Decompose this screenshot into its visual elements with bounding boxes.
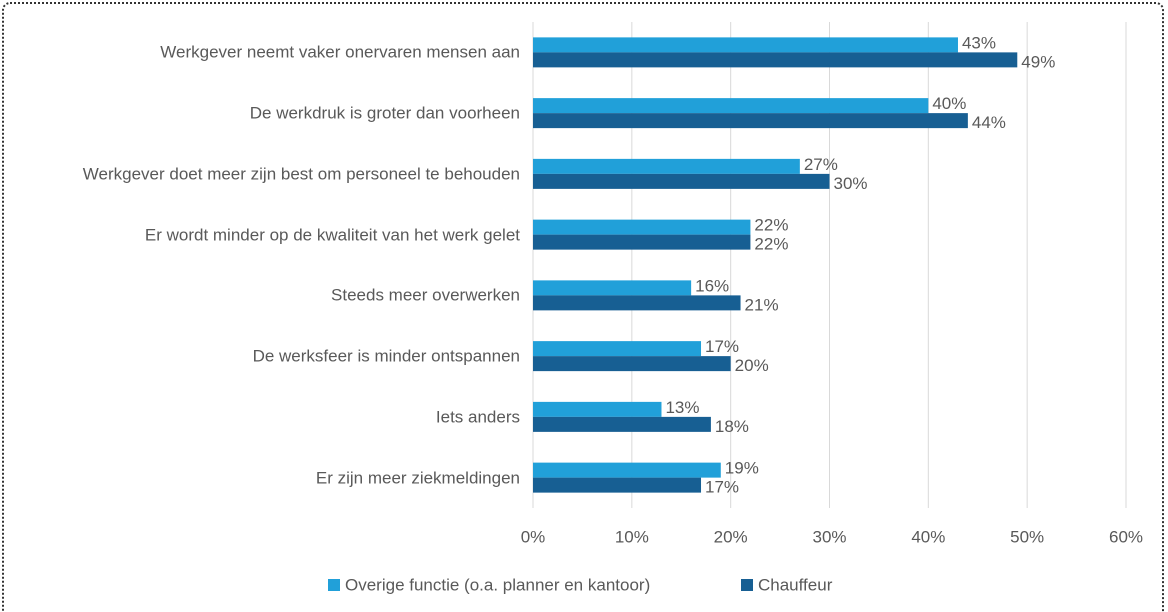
category-label: Er zijn meer ziekmeldingen xyxy=(315,468,520,488)
bar xyxy=(533,158,800,174)
legend-label: Chauffeur xyxy=(758,575,833,594)
category-label: Steeds meer overwerken xyxy=(331,285,520,305)
legend-label: Overige functie (o.a. planner en kantoor… xyxy=(345,575,650,594)
value-label: 18% xyxy=(715,417,749,436)
bar xyxy=(533,477,702,493)
category-label: Er wordt minder op de kwaliteit van het … xyxy=(144,225,520,245)
bar xyxy=(533,234,751,250)
bar xyxy=(533,416,711,432)
bar xyxy=(533,341,702,357)
bar xyxy=(533,98,929,114)
value-label: 49% xyxy=(1021,52,1055,71)
bar xyxy=(533,219,751,235)
value-label: 17% xyxy=(705,478,739,497)
value-label: 27% xyxy=(804,155,838,174)
x-tick-label: 20% xyxy=(714,527,748,546)
value-label: 17% xyxy=(705,337,739,356)
bar xyxy=(533,173,830,189)
bar xyxy=(533,295,741,311)
bar xyxy=(533,401,662,417)
bar xyxy=(533,113,968,129)
x-tick-label: 30% xyxy=(812,527,846,546)
bar xyxy=(533,462,721,478)
legend-swatch xyxy=(328,579,340,591)
x-tick-label: 10% xyxy=(615,527,649,546)
category-label: Werkgever neemt vaker onervaren mensen a… xyxy=(160,42,520,62)
x-tick-label: 60% xyxy=(1109,527,1143,546)
value-label: 22% xyxy=(754,216,788,235)
value-label: 30% xyxy=(834,174,868,193)
value-label: 13% xyxy=(665,398,699,417)
value-label: 22% xyxy=(754,235,788,254)
x-tick-label: 0% xyxy=(521,527,546,546)
category-label: Iets anders xyxy=(435,407,520,427)
bar xyxy=(533,280,692,296)
category-label: De werkdruk is groter dan voorheen xyxy=(249,103,520,123)
legend-swatch xyxy=(741,579,753,591)
category-label: Werkgever doet meer zijn best om persone… xyxy=(82,164,520,184)
value-label: 20% xyxy=(735,356,769,375)
value-label: 40% xyxy=(932,94,966,113)
category-label: De werksfeer is minder ontspannen xyxy=(252,346,520,366)
value-label: 16% xyxy=(695,276,729,295)
bar xyxy=(533,356,731,372)
value-label: 44% xyxy=(972,113,1006,132)
bar xyxy=(533,37,958,53)
value-label: 43% xyxy=(962,33,996,52)
value-label: 21% xyxy=(745,295,779,314)
x-tick-label: 50% xyxy=(1010,527,1044,546)
bar xyxy=(533,52,1018,68)
x-tick-label: 40% xyxy=(911,527,945,546)
value-label: 19% xyxy=(725,459,759,478)
